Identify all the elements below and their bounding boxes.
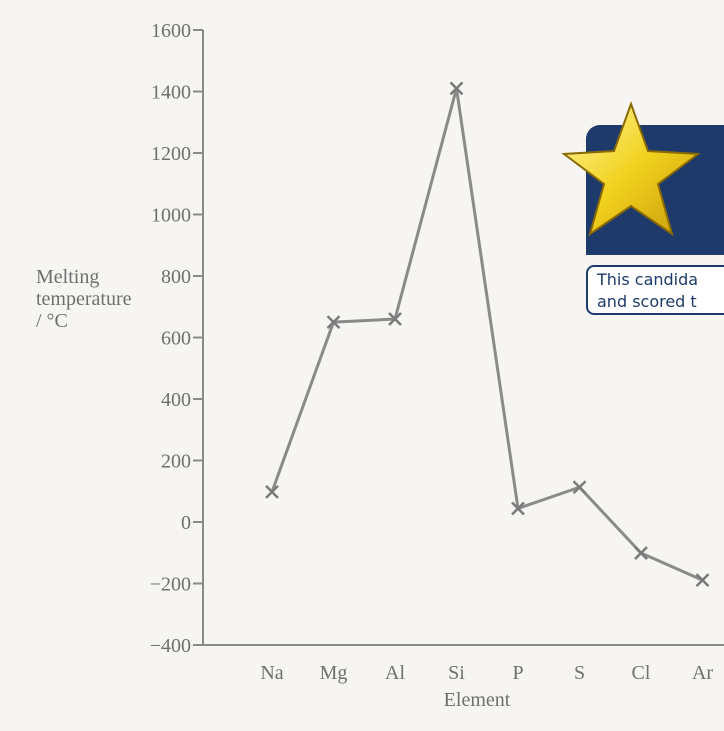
y-tick-label: 1600 (151, 20, 191, 42)
x-tick-label: Si (448, 662, 465, 684)
star-icon (561, 101, 701, 237)
data-point-marker (326, 315, 341, 330)
y-axis-title-line-1: Melting (36, 266, 99, 288)
y-tick-label: 800 (161, 266, 191, 288)
data-point-marker (572, 480, 587, 495)
x-tick-label: Al (385, 662, 405, 684)
series-markers (265, 81, 710, 588)
x-tick-label: Na (260, 662, 283, 684)
y-tick-label: 400 (161, 389, 191, 411)
x-axis-title: Element (444, 689, 511, 711)
x-tick-label: P (512, 662, 523, 684)
y-tick-label: −200 (150, 574, 191, 596)
series-line (270, 86, 704, 582)
x-tick-label: Cl (632, 662, 651, 684)
note-line-2: and scored t (597, 292, 697, 311)
y-axis-title: Melting temperature / °C (36, 266, 137, 332)
note-line-1: This candida (597, 270, 699, 289)
data-point-marker (265, 484, 279, 499)
x-tick-label: Mg (320, 662, 348, 684)
note-box: This candida and scored t (586, 265, 724, 315)
y-tick-label: 1200 (151, 143, 191, 165)
y-tick-label: −400 (150, 635, 191, 657)
y-tick-label: 200 (161, 451, 191, 473)
data-point-marker (388, 312, 402, 326)
data-point-marker (634, 546, 648, 560)
y-axis-title-line-2: temperature (36, 288, 132, 310)
data-point-marker (695, 573, 710, 588)
x-tick-label: S (574, 662, 585, 684)
y-tick-label: 0 (181, 512, 191, 534)
x-axis-categories: Na Mg Al Si P S Cl Ar (260, 662, 713, 684)
y-tick-label: 600 (161, 328, 191, 350)
data-point-marker (511, 501, 525, 516)
y-axis-title-line-3: / °C (36, 310, 68, 332)
y-axis-ticks: 1600 1400 1200 1000 800 600 400 200 0 −200 −400 (150, 20, 203, 657)
y-tick-label: 1000 (151, 205, 191, 227)
data-point-marker (449, 81, 464, 96)
x-tick-label: Ar (692, 662, 713, 684)
y-tick-label: 1400 (151, 82, 191, 104)
